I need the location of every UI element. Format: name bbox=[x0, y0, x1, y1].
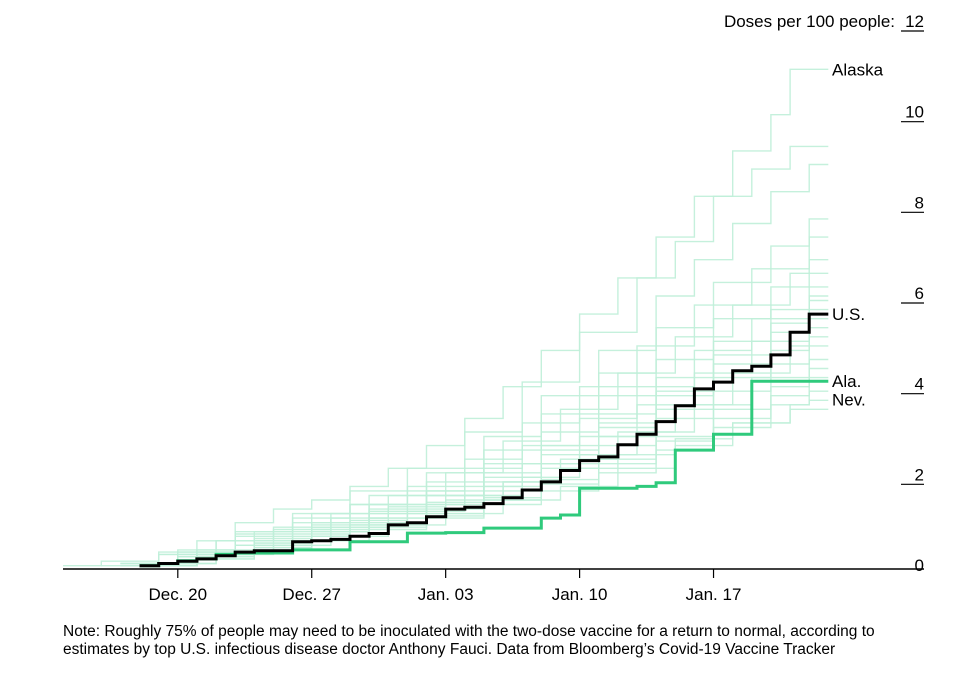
x-tick-label: Dec. 27 bbox=[282, 585, 341, 604]
highlight-series-group bbox=[139, 312, 829, 568]
y-tick-label: 8 bbox=[915, 193, 924, 212]
labels-group: Alaska U.S. Ala.Nev. bbox=[832, 60, 884, 409]
end-label-ala: Ala. bbox=[832, 372, 861, 391]
state-series-line bbox=[120, 318, 829, 567]
state-series-line bbox=[120, 358, 829, 567]
end-label-nev: Nev. bbox=[832, 390, 866, 409]
state-series-line bbox=[120, 295, 829, 565]
end-label-alaska: Alaska bbox=[832, 60, 884, 79]
chart-note: Note: Roughly 75% of people may need to … bbox=[63, 623, 875, 658]
x-tick-label: Jan. 17 bbox=[686, 585, 742, 604]
y-axis-title: Doses per 100 people: bbox=[724, 12, 895, 31]
y-tick-label: 0 bbox=[915, 556, 924, 575]
state-series-line bbox=[139, 286, 829, 567]
y-tick-label: 6 bbox=[915, 284, 924, 303]
y-tick-label: 4 bbox=[915, 375, 924, 394]
series-line-u-s bbox=[139, 312, 829, 568]
axes-group: Dec. 20 Dec. 27 Jan. 03 Jan. 10 Jan. 17 0 2 4 6 8… bbox=[63, 12, 924, 604]
background-series-group bbox=[63, 68, 829, 567]
y-tick-label: 10 bbox=[905, 103, 924, 122]
state-series-line bbox=[63, 408, 829, 567]
x-tick-label: Jan. 10 bbox=[552, 585, 608, 604]
y-tick-label: 2 bbox=[915, 465, 924, 484]
x-tick-label: Jan. 03 bbox=[418, 585, 474, 604]
state-series-line bbox=[120, 236, 829, 565]
state-series-line bbox=[139, 299, 829, 567]
y-tick-label: 12 bbox=[905, 12, 924, 31]
state-series-line bbox=[120, 68, 829, 565]
x-tick-label: Dec. 20 bbox=[149, 585, 208, 604]
end-label-u-s: U.S. bbox=[832, 305, 865, 324]
